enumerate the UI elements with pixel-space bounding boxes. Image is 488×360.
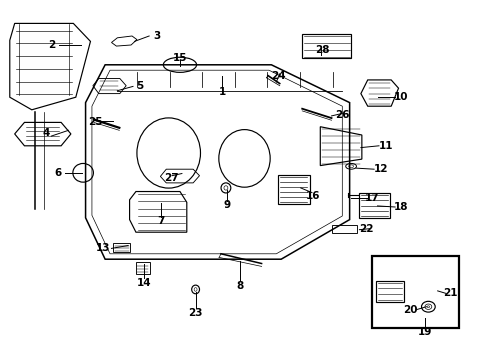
Text: 23: 23 (188, 308, 203, 318)
Text: 24: 24 (271, 71, 285, 81)
Text: 6: 6 (54, 168, 61, 178)
Text: 18: 18 (393, 202, 407, 212)
Text: 9: 9 (224, 200, 230, 210)
Bar (277, 175, 309, 204)
Text: 2: 2 (48, 40, 55, 50)
Text: 19: 19 (417, 327, 432, 337)
Bar (375, 281, 403, 302)
Text: 28: 28 (315, 45, 329, 55)
Text: 12: 12 (373, 164, 388, 174)
Text: 15: 15 (172, 53, 187, 63)
Bar (371, 256, 458, 328)
Text: 4: 4 (42, 128, 50, 138)
Bar (331, 225, 356, 233)
Text: 26: 26 (334, 110, 349, 120)
Text: 17: 17 (364, 193, 378, 203)
Text: 7: 7 (157, 216, 165, 226)
Text: 21: 21 (442, 288, 456, 298)
Text: 11: 11 (378, 141, 393, 151)
Text: 27: 27 (163, 173, 178, 183)
Text: 8: 8 (236, 281, 243, 291)
Text: 16: 16 (305, 191, 320, 201)
Text: 13: 13 (95, 243, 110, 253)
Bar (113, 243, 130, 252)
Text: 5: 5 (136, 81, 142, 91)
Text: 20: 20 (403, 305, 417, 315)
Text: 3: 3 (153, 31, 160, 41)
Bar (302, 34, 350, 58)
Text: 10: 10 (393, 92, 407, 102)
Text: 25: 25 (88, 117, 102, 127)
Text: 22: 22 (359, 224, 373, 234)
Bar (136, 262, 149, 274)
Text: 14: 14 (137, 278, 151, 288)
Bar (359, 193, 389, 218)
Text: 1: 1 (219, 87, 225, 97)
